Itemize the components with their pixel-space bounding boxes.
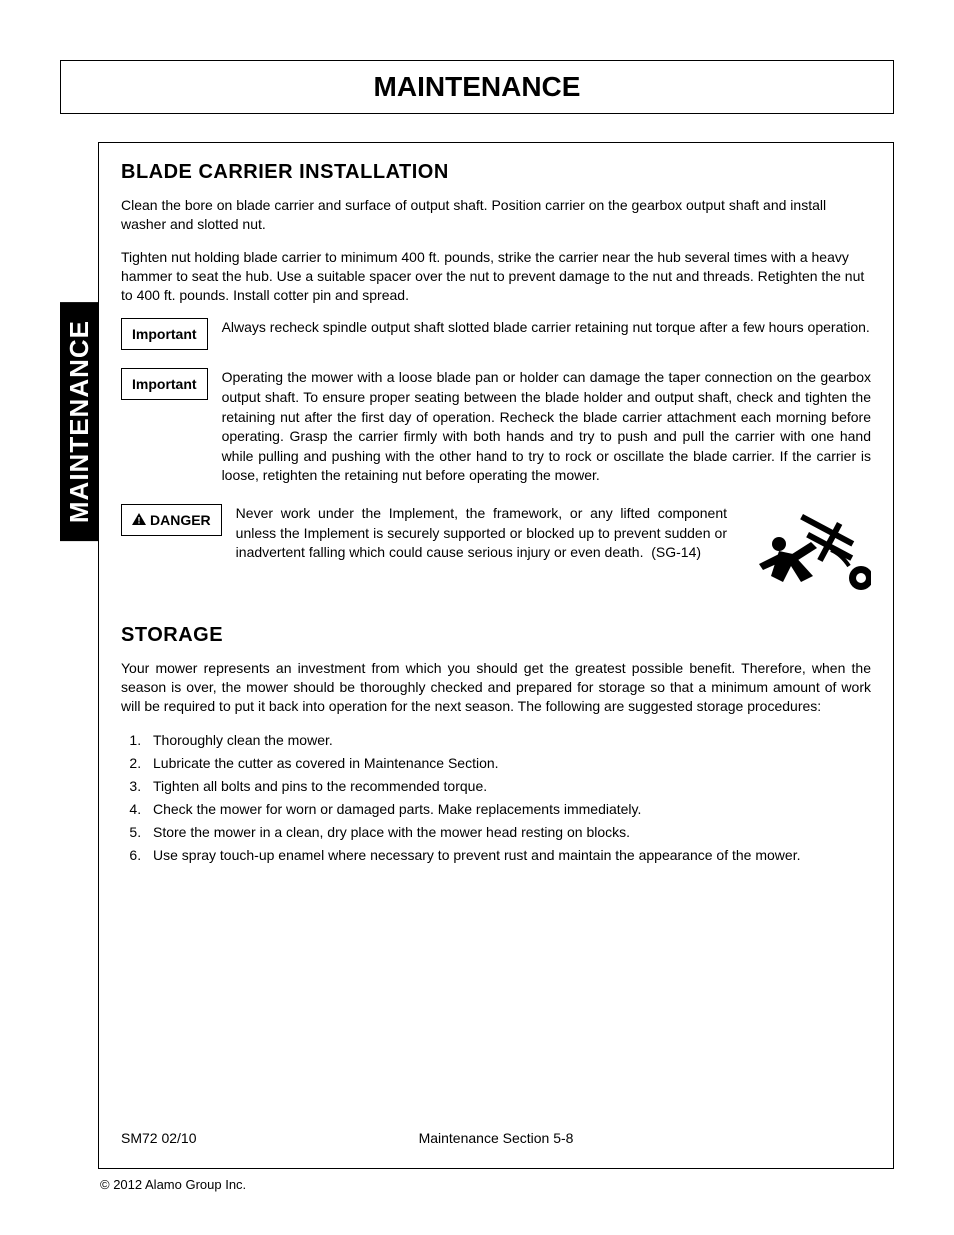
list-item: Use spray touch-up enamel where necessar… bbox=[145, 845, 871, 866]
content-box: BLADE CARRIER INSTALLATION Clean the bor… bbox=[98, 142, 894, 1169]
danger-illustration bbox=[741, 504, 871, 594]
side-tab-maintenance: MAINTENANCE bbox=[60, 302, 98, 541]
footer-center: Maintenance Section 5-8 bbox=[371, 1130, 621, 1146]
heading-storage: STORAGE bbox=[121, 624, 871, 647]
list-item: Lubricate the cutter as covered in Maint… bbox=[145, 753, 871, 774]
page-title: MAINTENANCE bbox=[374, 71, 581, 102]
copyright: © 2012 Alamo Group Inc. bbox=[60, 1177, 894, 1192]
danger-text: Never work under the Implement, the fram… bbox=[236, 504, 727, 563]
important-label: Important bbox=[121, 318, 208, 350]
danger-ref: (SG-14) bbox=[651, 544, 701, 560]
page: MAINTENANCE MAINTENANCE BLADE CARRIER IN… bbox=[0, 0, 954, 1235]
storage-list: Thoroughly clean the mower. Lubricate th… bbox=[121, 730, 871, 866]
important-2-text: Operating the mower with a loose blade p… bbox=[222, 368, 871, 486]
warning-triangle-icon: ! bbox=[132, 513, 146, 528]
important-note-2: Important Operating the mower with a loo… bbox=[121, 368, 871, 486]
important-1-text: Always recheck spindle output shaft slot… bbox=[222, 318, 871, 338]
heading-blade-carrier: BLADE CARRIER INSTALLATION bbox=[121, 161, 871, 184]
danger-label: ! DANGER bbox=[121, 504, 222, 536]
svg-text:!: ! bbox=[138, 515, 141, 525]
danger-note: ! DANGER Never work under the Implement,… bbox=[121, 504, 871, 594]
important-note-1: Important Always recheck spindle output … bbox=[121, 318, 871, 350]
page-title-box: MAINTENANCE bbox=[60, 60, 894, 114]
list-item: Store the mower in a clean, dry place wi… bbox=[145, 822, 871, 843]
storage-intro: Your mower represents an investment from… bbox=[121, 659, 871, 716]
footer-right bbox=[621, 1130, 871, 1146]
list-item: Tighten all bolts and pins to the recomm… bbox=[145, 776, 871, 797]
list-item: Check the mower for worn or damaged part… bbox=[145, 799, 871, 820]
footer-left: SM72 02/10 bbox=[121, 1130, 371, 1146]
content-wrap: MAINTENANCE BLADE CARRIER INSTALLATION C… bbox=[60, 142, 894, 1169]
para-clean-bore: Clean the bore on blade carrier and surf… bbox=[121, 196, 871, 234]
list-item: Thoroughly clean the mower. bbox=[145, 730, 871, 751]
para-tighten-nut: Tighten nut holding blade carrier to min… bbox=[121, 248, 871, 305]
danger-label-text: DANGER bbox=[150, 512, 211, 528]
important-label: Important bbox=[121, 368, 208, 400]
footer: SM72 02/10 Maintenance Section 5-8 bbox=[121, 1130, 871, 1146]
